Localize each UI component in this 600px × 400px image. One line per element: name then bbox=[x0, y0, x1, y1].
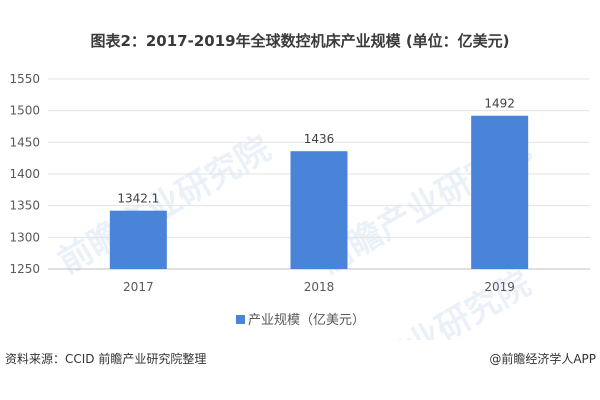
data-label-2018: 1436 bbox=[304, 132, 335, 146]
y-axis: 1250 1300 1350 1400 1450 1500 1550 bbox=[9, 72, 40, 276]
data-label-2017: 1342.1 bbox=[117, 192, 159, 206]
legend-label: 产业规模（亿美元） bbox=[248, 313, 365, 328]
bar-2017 bbox=[109, 210, 167, 269]
chart-title: 图表2：2017-2019年全球数控机床产业规模 (单位：亿美元) bbox=[90, 32, 510, 50]
data-label-2019: 1492 bbox=[484, 97, 515, 111]
bar-chart: 前瞻产业研究院前瞻产业研究院前瞻产业研究院 125013001350140014… bbox=[9, 72, 590, 340]
bar-2018 bbox=[290, 151, 348, 269]
y-tick-label: 1500 bbox=[9, 104, 40, 118]
bars: 1342.1 1436 1492 bbox=[109, 97, 529, 269]
y-tick-label: 1300 bbox=[9, 230, 40, 244]
source-note: 资料来源：CCID 前瞻产业研究院整理 bbox=[5, 352, 207, 366]
x-tick-label: 2019 bbox=[484, 280, 515, 294]
bar-2019 bbox=[471, 115, 529, 269]
y-tick-label: 1400 bbox=[9, 167, 40, 181]
y-tick-label: 1550 bbox=[9, 72, 40, 86]
y-tick-label: 1450 bbox=[9, 135, 40, 149]
watermark: 前瞻产业研究院 bbox=[311, 264, 537, 340]
brand-credit: @前瞻经济学人APP bbox=[489, 352, 596, 366]
y-tick-label: 1250 bbox=[9, 262, 40, 276]
legend-swatch bbox=[236, 315, 245, 324]
y-tick-label: 1350 bbox=[9, 199, 40, 213]
x-tick-label: 2017 bbox=[123, 280, 154, 294]
x-tick-label: 2018 bbox=[304, 280, 335, 294]
legend: 产业规模（亿美元） bbox=[236, 313, 365, 328]
x-axis: 2017 2018 2019 bbox=[123, 280, 515, 294]
